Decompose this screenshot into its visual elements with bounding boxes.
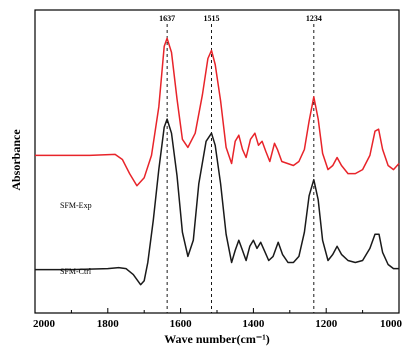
series-line-sfm-ctrl — [35, 118, 399, 286]
peak-labels: 1637 1515 1234 — [159, 14, 322, 23]
x-tick-label: 1400 — [242, 318, 265, 330]
series-label-sfm-ctrl: SFM-Ctrl — [60, 267, 92, 276]
series-line-sfm-exp — [35, 37, 400, 187]
series-layer — [35, 37, 400, 286]
peak-label: 1234 — [306, 14, 322, 23]
peak-label: 1637 — [159, 14, 175, 23]
x-tick-label: 1000 — [380, 318, 403, 330]
x-tick-label: 1800 — [97, 318, 120, 330]
x-axis-ticks: 2000 1800 1600 1400 1200 1000 — [33, 308, 403, 330]
x-tick-label: 2000 — [33, 318, 56, 330]
x-axis-title: Wave number(cm⁻¹) — [164, 332, 270, 346]
peak-label: 1515 — [204, 14, 220, 23]
y-axis-title: Absorbance — [9, 129, 23, 191]
x-tick-label: 1600 — [170, 318, 193, 330]
series-label-sfm-exp: SFM-Exp — [60, 201, 92, 210]
peak-guide-lines — [166, 24, 315, 313]
x-tick-label: 1200 — [315, 318, 338, 330]
